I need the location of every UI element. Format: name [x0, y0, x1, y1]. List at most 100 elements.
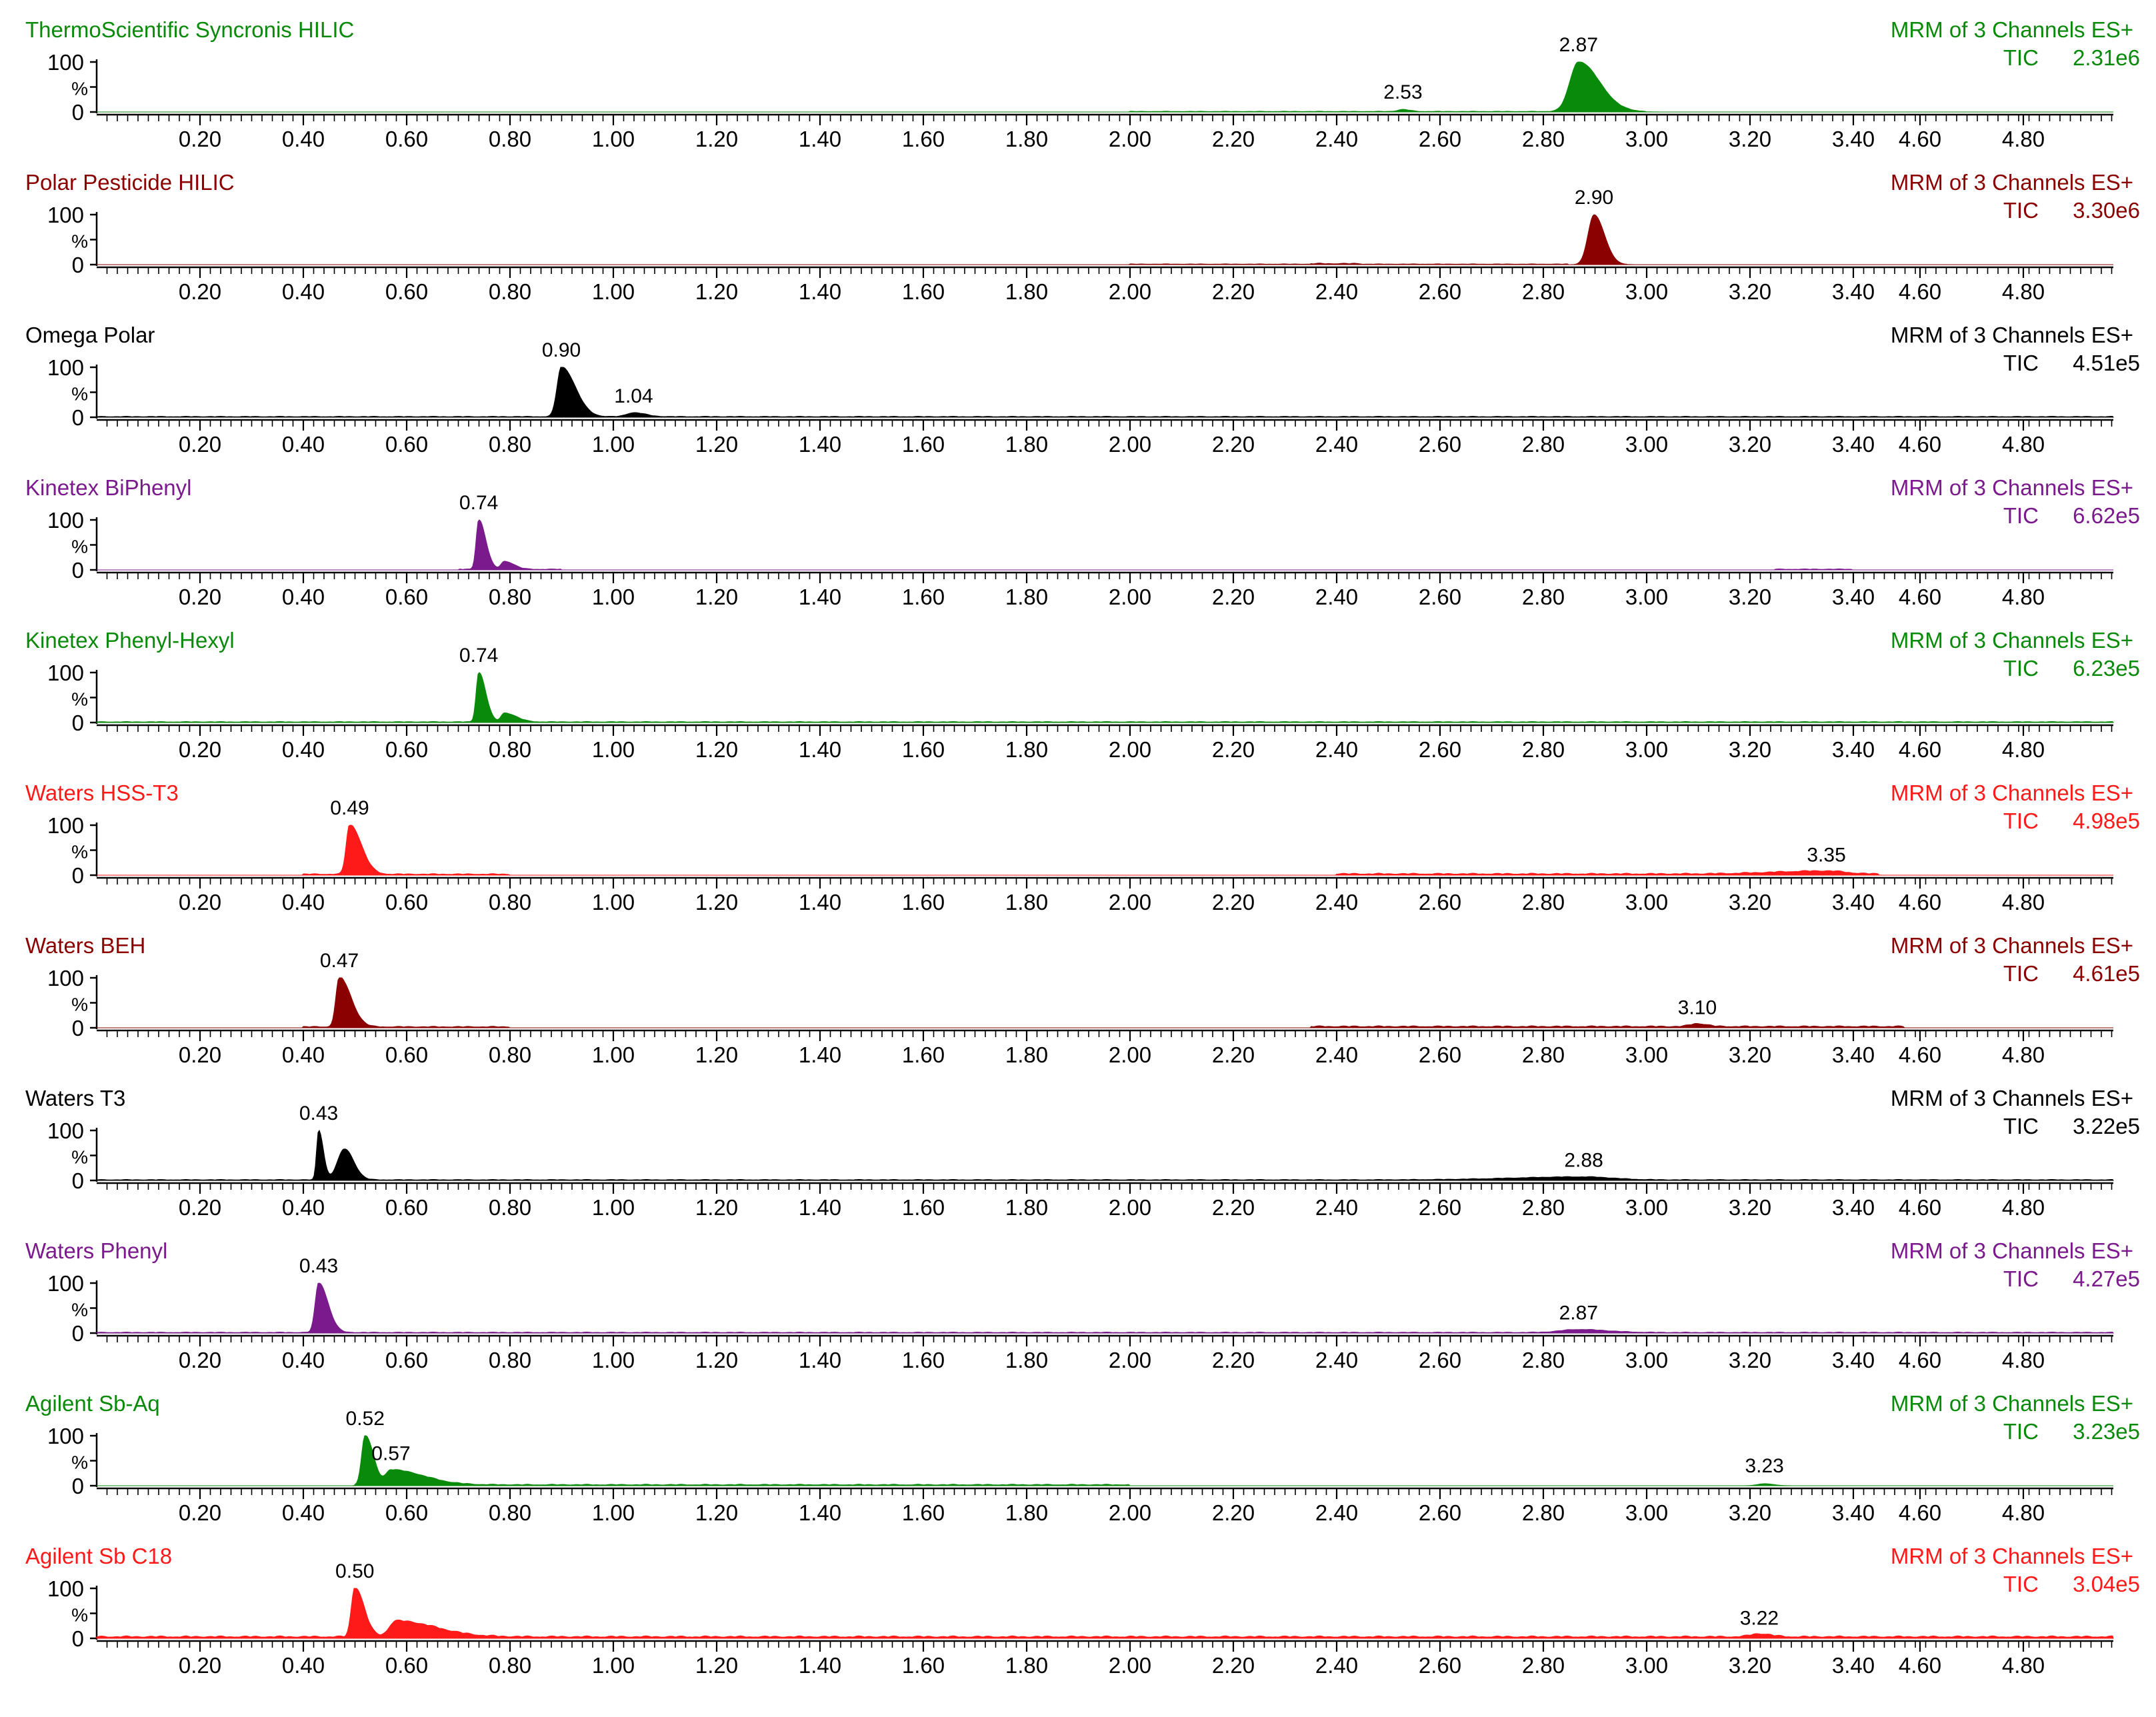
tic-value: 4.27e5 [2073, 1266, 2140, 1291]
trace-title: Waters Phenyl [25, 1238, 167, 1263]
tic-label: TIC [2003, 198, 2039, 223]
x-tick-label: 1.20 [695, 737, 738, 762]
x-tick-label: 0.80 [489, 432, 531, 457]
x-tick-label: 0.60 [385, 737, 428, 762]
x-tick-label: 1.20 [695, 279, 738, 304]
x-tick-label: 0.40 [282, 1042, 325, 1067]
scan-mode-label: MRM of 3 Channels ES+ [1891, 170, 2133, 195]
x-tick-label: 1.00 [592, 1195, 635, 1220]
peak-label: 0.57 [371, 1443, 410, 1465]
x-tick-label: 3.20 [1729, 737, 1771, 762]
trace-panel: Waters BEH MRM of 3 Channels ES+ TIC 4.61e5… [0, 916, 2156, 1068]
x-tick-label: 3.40 [1832, 585, 1875, 609]
x-tick-label: 0.80 [489, 1500, 531, 1525]
x-tick-label: 0.60 [385, 1195, 428, 1220]
peak-label: 2.87 [1559, 34, 1598, 56]
trace-svg: Waters HSS-T3 MRM of 3 Channels ES+ TIC 4.9… [25, 781, 2140, 914]
x-tick-label: 4.60 [1899, 432, 1941, 457]
x-tick-label: 0.60 [385, 432, 428, 457]
x-tick-label: 1.40 [799, 1653, 841, 1678]
x-tick-label: 3.00 [1625, 737, 1668, 762]
x-tick-label: 0.80 [489, 1195, 531, 1220]
trace-title: ThermoScientific Syncronis HILIC [25, 17, 354, 42]
x-tick-label: 2.40 [1315, 279, 1358, 304]
x-tick-label: 1.40 [799, 432, 841, 457]
y-unit-label: % [71, 1452, 88, 1473]
trace-title: Kinetex BiPhenyl [25, 475, 191, 500]
x-tick-label: 4.60 [1899, 737, 1941, 762]
tic-value: 6.23e5 [2073, 656, 2140, 681]
y-unit-label: % [71, 231, 88, 252]
x-tick-label: 3.00 [1625, 127, 1668, 151]
x-tick-label: 4.80 [2002, 127, 2045, 151]
tic-label: TIC [2003, 656, 2039, 681]
x-tick-label: 4.60 [1899, 585, 1941, 609]
x-tick-label: 1.80 [1005, 585, 1048, 609]
x-tick-label: 1.20 [695, 432, 738, 457]
x-tick-label: 1.60 [902, 432, 945, 457]
trace-title: Agilent Sb-Aq [25, 1391, 160, 1416]
x-tick-label: 2.40 [1315, 585, 1358, 609]
peak-label: 0.74 [459, 492, 498, 514]
x-tick-label: 4.80 [2002, 1195, 2045, 1220]
chromatogram-area [97, 519, 2113, 571]
y-tick-label: 0 [72, 711, 84, 735]
x-tick-label: 2.20 [1212, 1195, 1255, 1220]
x-tick-label: 0.40 [282, 585, 325, 609]
y-tick-label: 0 [72, 100, 84, 125]
y-tick-label: 0 [72, 1321, 84, 1346]
x-tick-label: 1.20 [695, 890, 738, 914]
x-tick-label: 2.80 [1522, 890, 1565, 914]
y-tick-label: 100 [47, 50, 84, 75]
x-tick-label: 2.80 [1522, 279, 1565, 304]
trace-title: Polar Pesticide HILIC [25, 170, 235, 195]
peak-label: 2.88 [1564, 1150, 1603, 1172]
y-unit-label: % [71, 384, 88, 405]
x-tick-label: 3.20 [1729, 1500, 1771, 1525]
tic-value: 4.61e5 [2073, 961, 2140, 986]
trace-panel: Waters HSS-T3 MRM of 3 Channels ES+ TIC 4.9… [0, 763, 2156, 916]
x-tick-label: 2.80 [1522, 585, 1565, 609]
x-tick-label: 0.60 [385, 279, 428, 304]
x-tick-label: 0.20 [179, 432, 221, 457]
x-tick-label: 2.00 [1109, 1348, 1151, 1372]
y-tick-label: 0 [72, 863, 84, 888]
scan-mode-label: MRM of 3 Channels ES+ [1891, 1238, 2133, 1263]
x-tick-label: 3.00 [1625, 279, 1668, 304]
x-tick-label: 4.60 [1899, 1042, 1941, 1067]
peak-label: 0.74 [459, 645, 498, 667]
x-tick-label: 2.20 [1212, 1653, 1255, 1678]
x-tick-label: 0.40 [282, 737, 325, 762]
x-tick-label: 0.60 [385, 890, 428, 914]
x-tick-label: 3.20 [1729, 1348, 1771, 1372]
x-tick-label: 4.80 [2002, 279, 2045, 304]
peak-label: 2.53 [1383, 81, 1422, 103]
scan-mode-label: MRM of 3 Channels ES+ [1891, 475, 2133, 500]
x-tick-label: 1.00 [592, 1348, 635, 1372]
x-tick-label: 3.00 [1625, 585, 1668, 609]
scan-mode-label: MRM of 3 Channels ES+ [1891, 323, 2133, 347]
scan-mode-label: MRM of 3 Channels ES+ [1891, 1544, 2133, 1568]
x-tick-label: 0.20 [179, 1348, 221, 1372]
y-unit-label: % [71, 994, 88, 1015]
x-tick-label: 0.60 [385, 1500, 428, 1525]
x-tick-label: 0.20 [179, 279, 221, 304]
x-tick-label: 1.60 [902, 1653, 945, 1678]
peak-label: 3.23 [1745, 1455, 1783, 1477]
x-tick-label: 4.60 [1899, 1500, 1941, 1525]
chromatogram-area [97, 61, 2113, 113]
y-tick-label: 100 [47, 661, 84, 685]
x-tick-label: 2.40 [1315, 1653, 1358, 1678]
trace-title: Waters T3 [25, 1086, 125, 1110]
x-tick-label: 2.20 [1212, 279, 1255, 304]
trace-panel: ThermoScientific Syncronis HILIC MRM of 3… [0, 0, 2156, 153]
x-tick-label: 1.00 [592, 1042, 635, 1067]
x-tick-label: 3.20 [1729, 127, 1771, 151]
x-tick-label: 0.40 [282, 1348, 325, 1372]
x-tick-label: 1.40 [799, 737, 841, 762]
x-tick-label: 0.20 [179, 890, 221, 914]
x-tick-label: 2.00 [1109, 737, 1151, 762]
peak-label: 0.43 [299, 1255, 338, 1277]
x-tick-label: 0.80 [489, 585, 531, 609]
trace-panel: Kinetex BiPhenyl MRM of 3 Channels ES+ TIC… [0, 458, 2156, 611]
